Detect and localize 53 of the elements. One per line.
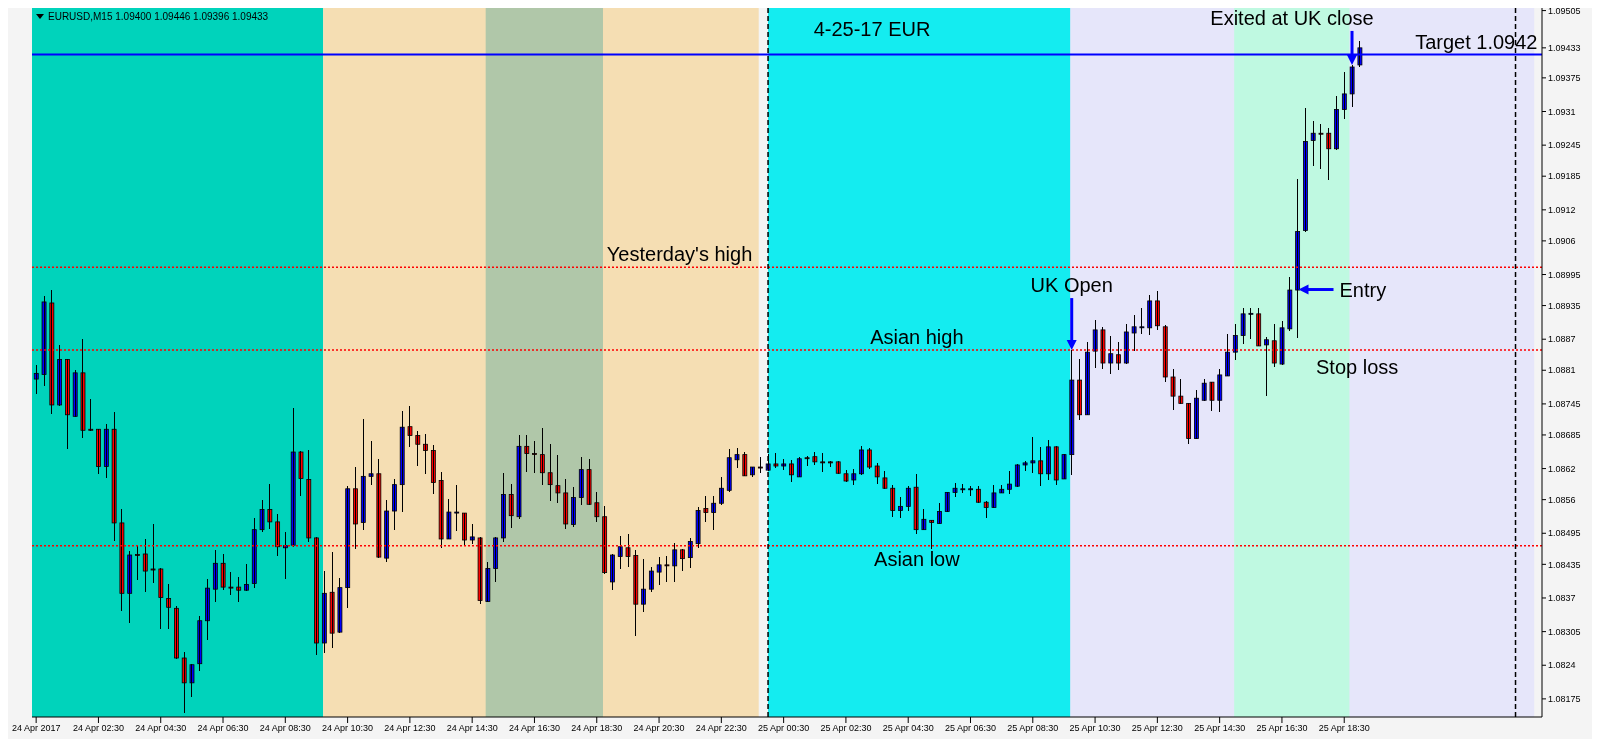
x-tick-label: 25 Apr 06:30 [944, 723, 997, 734]
x-tick-label: 24 Apr 06:30 [197, 723, 249, 734]
y-tick-label: 1.09505 [1548, 5, 1581, 16]
y-tick-label: 1.0862 [1548, 463, 1576, 474]
x-tick-label: 25 Apr 04:30 [882, 723, 934, 734]
y-tick-label: 1.0881 [1548, 365, 1576, 376]
x-tick-label: 25 Apr 00:30 [758, 723, 810, 734]
y-tick-label: 1.0824 [1548, 660, 1576, 671]
x-tick-label: 25 Apr 16:30 [1256, 723, 1308, 734]
annotation: Entry [1339, 278, 1387, 301]
ref-line-label: Target 1.0942 [1415, 30, 1538, 53]
y-tick-label: 1.08685 [1548, 430, 1581, 441]
x-tick-label: 25 Apr 10:30 [1069, 723, 1121, 734]
y-tick-label: 1.08435 [1548, 559, 1581, 570]
x-tick-label: 25 Apr 18:30 [1318, 723, 1370, 734]
y-tick-label: 1.08305 [1548, 626, 1581, 637]
x-tick-label: 25 Apr 08:30 [1007, 723, 1059, 734]
x-tick-label: 25 Apr 14:30 [1194, 723, 1246, 734]
ref-line-label: Asian low [874, 547, 961, 570]
y-tick-label: 1.09375 [1548, 73, 1581, 84]
annotation: Exited at UK close [1210, 6, 1374, 29]
y-tick-label: 1.09185 [1548, 171, 1581, 182]
y-tick-label: 1.08935 [1548, 300, 1581, 311]
x-tick-label: 25 Apr 12:30 [1131, 723, 1183, 734]
annotation: Stop loss [1316, 356, 1399, 378]
x-tick-label: 24 Apr 12:30 [384, 723, 436, 734]
x-tick-label: 24 Apr 18:30 [571, 723, 623, 734]
x-tick-label: 24 Apr 20:30 [633, 723, 685, 734]
x-tick-label: 24 Apr 16:30 [508, 723, 560, 734]
y-tick-label: 1.0906 [1548, 236, 1576, 247]
x-tick-label: 24 Apr 10:30 [322, 723, 374, 734]
y-tick-label: 1.09245 [1548, 140, 1581, 151]
y-tick-label: 1.08495 [1548, 528, 1581, 539]
y-tick-label: 1.0912 [1548, 205, 1576, 216]
y-tick-label: 1.08745 [1548, 399, 1581, 410]
y-tick-label: 1.08175 [1548, 694, 1581, 705]
ref-line-label: Asian high [870, 326, 964, 349]
x-tick-label: 24 Apr 02:30 [72, 723, 124, 734]
x-tick-label: 25 Apr 02:30 [820, 723, 872, 734]
chart-title: EURUSD,M15 1.09400 1.09446 1.09396 1.09433 [48, 11, 269, 22]
y-tick-label: 1.08995 [1548, 269, 1581, 280]
x-tick-label: 24 Apr 2017 [11, 723, 61, 734]
y-tick-label: 1.0837 [1548, 593, 1576, 604]
ref-line-label: Yesterday's high [606, 243, 753, 266]
x-tick-label: 24 Apr 04:30 [135, 723, 187, 734]
y-tick-label: 1.0856 [1548, 494, 1576, 505]
x-tick-label: 24 Apr 08:30 [259, 723, 311, 734]
x-tick-label: 24 Apr 14:30 [446, 723, 498, 734]
y-tick-label: 1.0931 [1548, 106, 1576, 117]
y-tick-label: 1.0887 [1548, 334, 1576, 345]
y-tick-label: 1.09433 [1548, 43, 1581, 54]
x-tick-label: 24 Apr 22:30 [695, 723, 747, 734]
annotation: 4-25-17 EUR [813, 18, 931, 40]
